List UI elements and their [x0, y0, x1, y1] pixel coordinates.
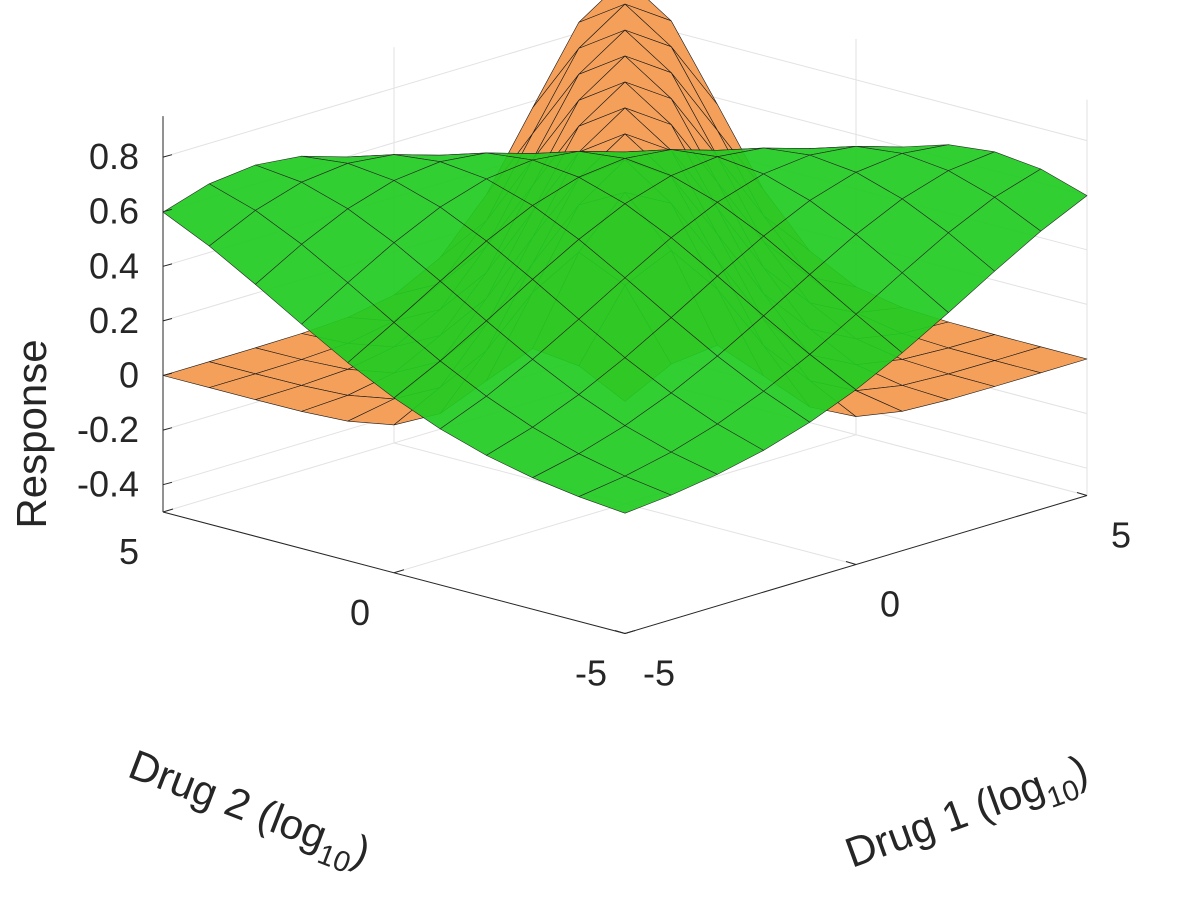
- drug1-tick-label: -5: [643, 653, 675, 694]
- reference-ridge-surface: [162, 144, 1088, 514]
- drug1-tick-label: 0: [880, 584, 900, 625]
- surface-cell: [578, 475, 672, 514]
- axis-layer: -0.4 -0.2 0 0.2 0.4 0.6 0.8 -5 0 5 -5 0 5: [77, 116, 1131, 694]
- z-tick-label: 0.8: [89, 136, 139, 177]
- z-tick-mark: [162, 427, 173, 431]
- drug2-tick-mark: [162, 508, 174, 513]
- z-axis-title: Response: [8, 339, 55, 528]
- drug1-tick-label: 5: [1111, 515, 1131, 556]
- z-tick-label: -0.4: [77, 464, 139, 505]
- z-tick-mark: [162, 208, 173, 213]
- z-tick-mark: [162, 372, 173, 376]
- z-tick-label: 0.6: [89, 191, 139, 232]
- y-axis-title-main: Drug 2 (log: [123, 741, 334, 859]
- drug2-tick-label: 0: [350, 592, 370, 633]
- drug1-tick-mark: [1076, 492, 1088, 496]
- drug2-tick-label: -5: [575, 653, 607, 694]
- z-tick-mark: [162, 318, 173, 322]
- z-tick-label: 0: [119, 355, 139, 396]
- x-axis-title-main: Drug 1 (log: [839, 761, 1050, 876]
- z-tick-mark: [162, 481, 173, 486]
- drug2-tick-label: 5: [119, 531, 139, 572]
- z-tick-label: 0.4: [89, 245, 139, 286]
- z-tick-label: -0.2: [77, 409, 139, 450]
- drug2-tick-mark: [393, 569, 405, 574]
- z-tick-mark: [162, 263, 173, 267]
- y-axis-title: Drug 2 (log10): [119, 741, 377, 885]
- drug1-tick-mark: [845, 561, 857, 565]
- drug1-tick-mark: [614, 630, 626, 634]
- z-tick-label: 0.2: [89, 300, 139, 341]
- x-axis-title: Drug 1 (log10): [839, 745, 1097, 885]
- z-tick-mark: [162, 154, 173, 158]
